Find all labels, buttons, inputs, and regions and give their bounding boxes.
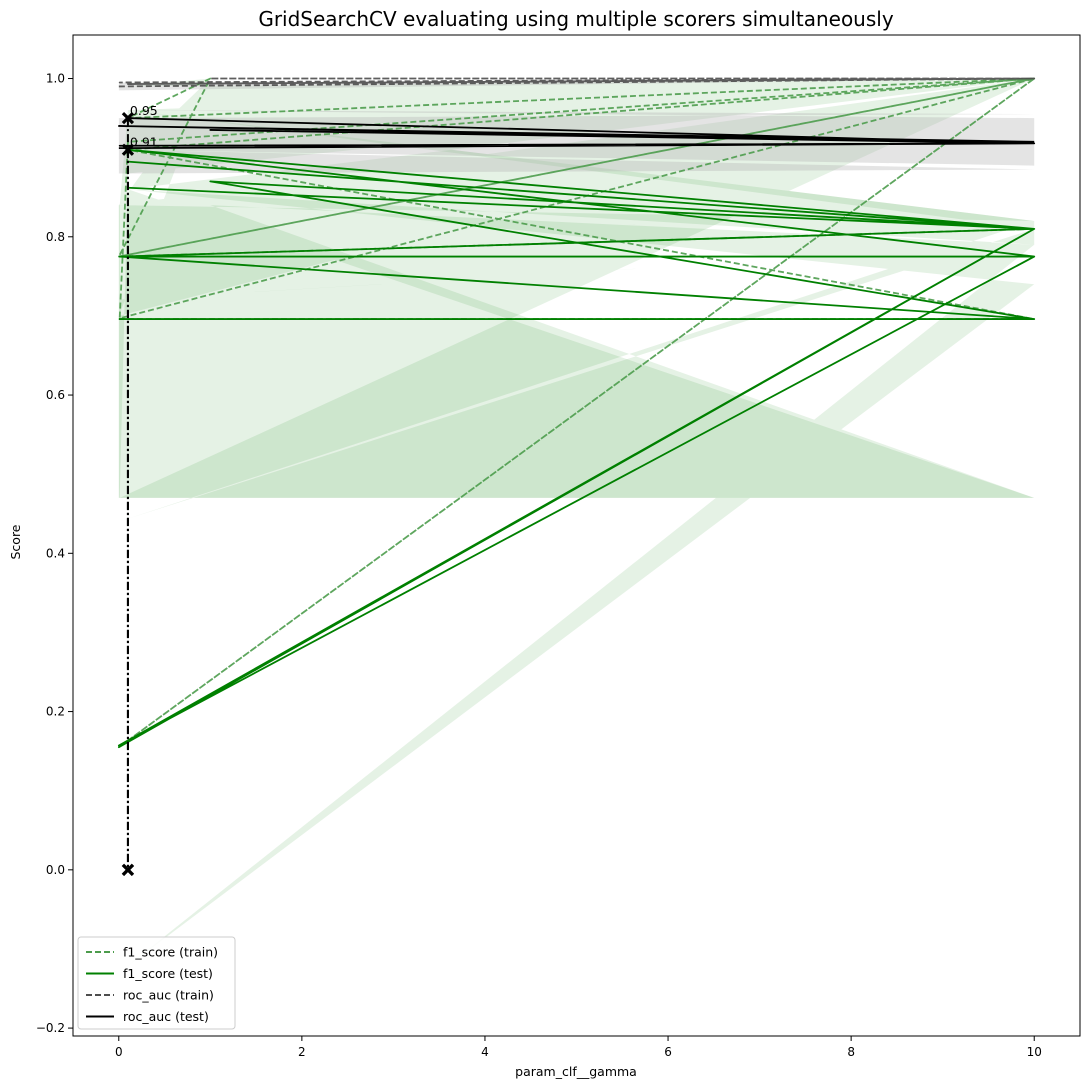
legend: f1_score (train) f1_score (test) roc_auc (… — [77, 936, 236, 1030]
series-line-1 — [117, 148, 1036, 749]
plot-frame — [72, 34, 1081, 1037]
series-line-0 — [117, 77, 1036, 749]
x-tick-label-4: 8 — [847, 1045, 855, 1059]
y-tick-label-3: 0.4 — [46, 546, 65, 560]
x-tick-label-5: 10 — [1027, 1045, 1042, 1059]
series-line-2 — [118, 77, 1036, 88]
band-1 — [118, 110, 1035, 973]
y-tick-label-0: −0.2 — [36, 1021, 65, 1035]
legend-box — [77, 936, 236, 1030]
y-tick-label-5: 0.8 — [46, 230, 65, 244]
legend-label-3: roc_auc (test) — [123, 1009, 209, 1024]
best-score-label-0: 0.95 — [130, 103, 158, 118]
x-tick-label-0: 0 — [115, 1045, 123, 1059]
best-marker-cross-1 — [121, 143, 135, 156]
x-axis-ticks: 0 2 4 6 8 10 — [115, 1036, 1042, 1059]
band-3 — [118, 102, 1035, 174]
best-score-markers: 0.95 0.91 — [121, 103, 158, 876]
legend-label-0: f1_score (train) — [123, 945, 218, 960]
x-tick-label-2: 4 — [481, 1045, 489, 1059]
y-tick-label-4: 0.6 — [46, 388, 65, 402]
best-score-label-1: 0.91 — [130, 135, 158, 150]
best-marker-base-cross-1 — [121, 863, 135, 876]
band-0 — [118, 78, 1035, 949]
y-tick-label-1: 0.0 — [46, 863, 65, 877]
best-marker-cross-0 — [121, 111, 135, 125]
x-tick-label-3: 6 — [664, 1045, 672, 1059]
series-lines — [117, 77, 1036, 749]
x-tick-label-1: 2 — [298, 1045, 306, 1059]
legend-label-1: f1_score (test) — [123, 966, 213, 981]
y-axis-ticks: −0.2 0.0 0.2 0.4 0.6 0.8 1.0 — [36, 72, 73, 1035]
confidence-bands — [118, 78, 1035, 973]
y-tick-label-6: 1.0 — [46, 72, 65, 86]
series-line-3 — [117, 117, 1036, 150]
band-2 — [118, 78, 1035, 91]
y-axis-label: Score — [8, 524, 23, 559]
x-axis-label: param_clf__gamma — [515, 1064, 637, 1079]
chart-title: GridSearchCV evaluating using multiple s… — [258, 7, 894, 31]
legend-label-2: roc_auc (train) — [123, 988, 214, 1003]
y-tick-label-2: 0.2 — [46, 705, 65, 719]
